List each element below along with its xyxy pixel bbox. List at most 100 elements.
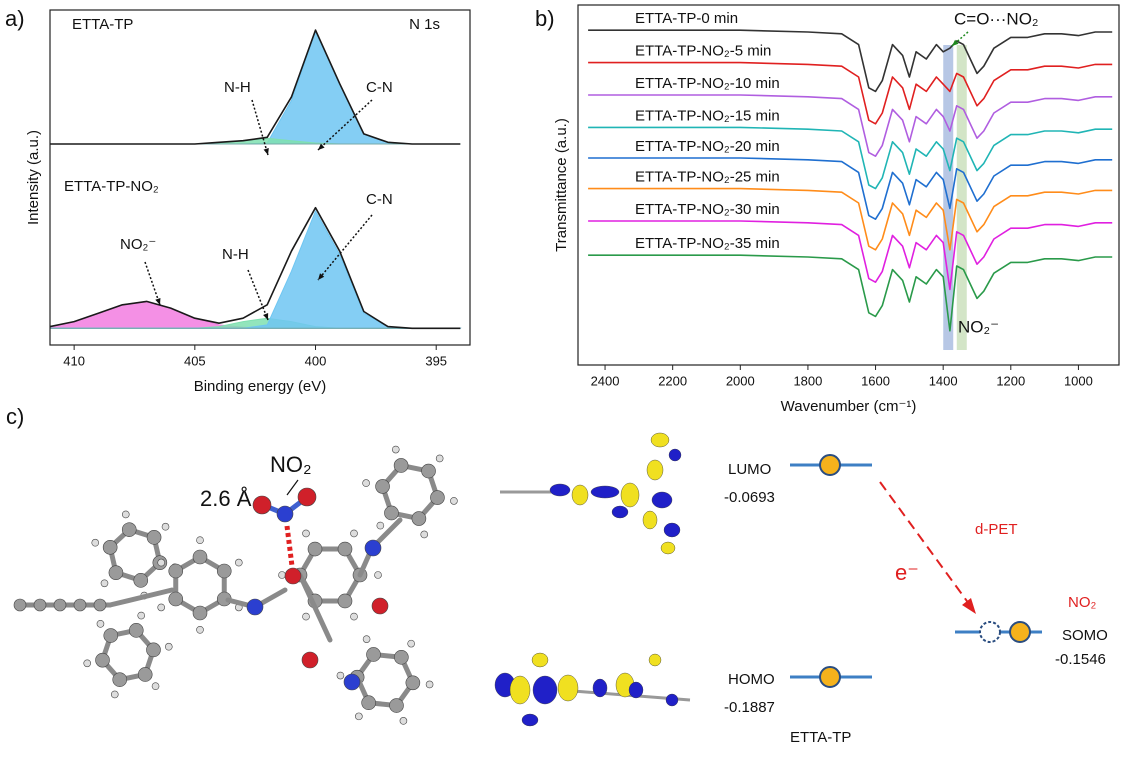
- arrow-head: [318, 273, 325, 280]
- atom: [73, 598, 87, 612]
- atom: [96, 620, 105, 628]
- orbital-lobe: [665, 693, 679, 707]
- atom: [394, 649, 409, 665]
- atom: [350, 612, 358, 621]
- atom: [137, 611, 146, 620]
- x-tick-label: 1800: [793, 373, 822, 388]
- annotation: C-N: [366, 79, 393, 96]
- orbital-lobe: [571, 484, 589, 506]
- atom: [389, 698, 404, 713]
- x-axis-label: Binding energy (eV): [194, 378, 327, 395]
- series-label: ETTA-TP-NO₂-25 min: [635, 169, 780, 186]
- atom: [91, 538, 100, 547]
- atom: [196, 536, 204, 545]
- atom: [384, 505, 399, 521]
- atom: [276, 505, 294, 523]
- atom: [146, 530, 162, 545]
- annotation-arrow: [144, 261, 161, 306]
- annotation-arrow: [247, 269, 269, 321]
- x-tick-label: 405: [184, 353, 206, 368]
- atom: [405, 675, 421, 691]
- atom: [301, 651, 319, 669]
- x-tick-label: 395: [425, 353, 447, 368]
- plot-area: [588, 29, 1113, 350]
- atom: [411, 511, 427, 526]
- atom: [278, 571, 286, 579]
- atom: [83, 659, 92, 668]
- orbital-lobe: [509, 675, 531, 705]
- atom: [284, 567, 302, 585]
- atom: [364, 539, 382, 557]
- atom: [252, 495, 272, 515]
- orbital-lobe: [521, 713, 539, 727]
- annotation: NO₂⁻: [958, 317, 999, 336]
- orbital-lobe: [648, 653, 662, 667]
- atom: [216, 563, 232, 579]
- y-axis-label: Intensity (a.u.): [25, 130, 42, 225]
- orbital-lobe: [611, 505, 629, 519]
- series-label: ETTA-TP-0 min: [635, 10, 738, 27]
- spectrum-line: [588, 126, 1113, 190]
- series-label: ETTA-TP: [72, 16, 133, 33]
- atom: [337, 593, 353, 609]
- atom: [103, 628, 119, 643]
- transfer-arrow: [879, 481, 973, 609]
- atom: [53, 598, 67, 612]
- diagram: c) NO₂ 2.6 Å LUMO -0.0693 HOMO -0.1887 E…: [6, 404, 1108, 746]
- atom: [121, 522, 137, 537]
- series-label: ETTA-TP-NO₂: [64, 178, 159, 195]
- orbital-lobe: [646, 459, 664, 481]
- atom: [133, 573, 149, 588]
- orbital-lobe: [590, 485, 620, 499]
- arrow-head: [263, 313, 269, 320]
- acceptor-label: NO₂: [1068, 594, 1097, 611]
- atom: [343, 673, 361, 691]
- atom: [376, 521, 385, 530]
- annotation: C-N: [366, 191, 393, 208]
- arrow-head: [155, 298, 161, 305]
- annotation: N-H: [224, 79, 251, 96]
- orbital-lobe: [668, 448, 682, 462]
- spectrum-line: [588, 254, 1113, 332]
- atom: [161, 522, 170, 531]
- series-label: ETTA-TP-NO₂-15 min: [635, 107, 780, 124]
- panel-label: b): [535, 6, 555, 31]
- atom: [374, 571, 382, 579]
- atom: [13, 598, 27, 612]
- distance-label: 2.6 Å: [200, 486, 252, 511]
- x-tick-label: 2400: [591, 373, 620, 388]
- atom: [337, 541, 353, 557]
- x-tick-label: 2200: [658, 373, 687, 388]
- somo-energy: -0.1546: [1055, 651, 1106, 668]
- orbital-lobe: [531, 652, 549, 668]
- lumo-energy: -0.0693: [724, 489, 775, 506]
- homo-label: HOMO: [728, 671, 775, 688]
- arrow-head: [263, 148, 269, 155]
- atom: [93, 598, 107, 612]
- x-tick-label: 1400: [929, 373, 958, 388]
- arrow-head: [952, 39, 959, 46]
- x-tick-label: 400: [305, 353, 327, 368]
- highlight-band: [943, 45, 954, 350]
- atom: [399, 717, 408, 725]
- atom: [246, 598, 264, 616]
- plot-frame: [577, 4, 1120, 366]
- annotation: C=O···NO₂: [954, 9, 1039, 28]
- atom: [371, 597, 389, 615]
- electron: [1009, 621, 1031, 643]
- x-tick-label: 1000: [1064, 373, 1093, 388]
- orbital-lobe: [620, 482, 640, 508]
- atom: [362, 479, 370, 487]
- atom: [361, 695, 376, 711]
- atom: [435, 454, 444, 463]
- atom: [391, 445, 400, 454]
- arrow-head: [962, 598, 976, 614]
- somo-label: SOMO: [1062, 627, 1108, 644]
- atom: [196, 625, 204, 634]
- atom: [128, 623, 144, 638]
- atom: [192, 605, 208, 621]
- electron-label: e⁻: [895, 560, 919, 585]
- orbital-lobe: [628, 681, 644, 699]
- arrow-head: [318, 143, 325, 150]
